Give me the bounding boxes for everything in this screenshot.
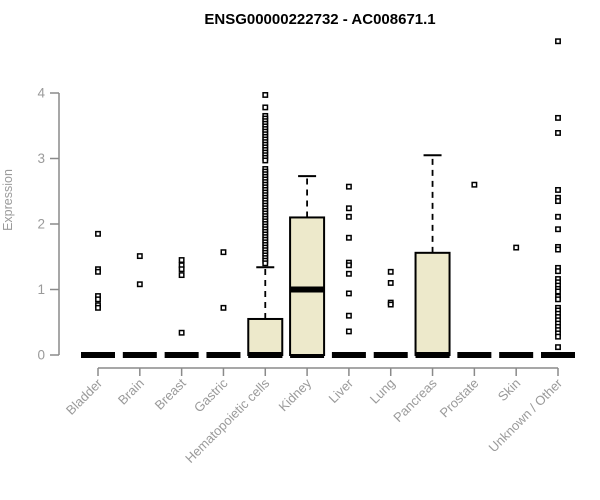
- y-tick-label: 2: [37, 217, 45, 232]
- y-tick-label: 3: [37, 151, 45, 166]
- outlier-point: [262, 92, 269, 98]
- outlier-point: [345, 262, 352, 269]
- outlier-point: [555, 288, 561, 295]
- outlier-point: [262, 104, 269, 111]
- outlier-point: [95, 304, 101, 311]
- box: [289, 216, 326, 356]
- outlier-point: [555, 186, 561, 193]
- median-line: [415, 352, 450, 358]
- zero-median-bar: [81, 352, 115, 358]
- outlier-point: [513, 244, 520, 251]
- outlier-point: [136, 253, 143, 260]
- zero-median-bar: [206, 352, 241, 358]
- zero-median-bar: [164, 352, 199, 358]
- x-category-label: Lung: [367, 376, 398, 407]
- outlier-point: [555, 344, 561, 351]
- x-category-label: Unknown / Other: [486, 375, 566, 455]
- outlier-point: [345, 312, 352, 319]
- zero-median-bar: [373, 352, 408, 358]
- chart-title: ENSG00000222732 - AC008671.1: [204, 11, 436, 28]
- y-tick-label: 1: [37, 282, 45, 297]
- outlier-point: [345, 270, 352, 277]
- outlier-point: [95, 230, 101, 237]
- x-category-label: Gastric: [191, 375, 231, 415]
- outlier-point: [387, 301, 394, 308]
- outlier-point: [387, 280, 394, 286]
- y-tick-label: 0: [37, 348, 45, 363]
- zero-median-bar: [499, 352, 534, 358]
- y-tick-label: 4: [37, 86, 45, 101]
- outlier-point: [555, 246, 561, 253]
- x-category-label: Skin: [495, 376, 523, 404]
- outlier-point: [555, 114, 561, 121]
- outlier-point: [345, 328, 352, 335]
- outlier-point: [95, 268, 101, 275]
- outlier-point: [345, 205, 352, 212]
- outlier-point: [555, 268, 561, 275]
- outlier-point: [555, 226, 561, 233]
- outlier-point: [220, 304, 227, 311]
- x-category-label: Kidney: [275, 375, 314, 414]
- zero-median-bar: [541, 352, 575, 358]
- median-line: [290, 286, 325, 293]
- outlier-point: [95, 296, 101, 303]
- outlier-point: [178, 266, 185, 273]
- x-category-label: Brain: [115, 376, 147, 408]
- zero-median-bar: [457, 352, 492, 358]
- outlier-point: [178, 272, 185, 279]
- outlier-point: [555, 213, 561, 220]
- outlier-point: [555, 333, 561, 340]
- x-category-label: Breast: [152, 375, 189, 412]
- outlier-point: [178, 329, 185, 336]
- outlier-point: [387, 268, 394, 275]
- x-category-label: Liver: [325, 375, 356, 406]
- outlier-point: [345, 290, 352, 297]
- outlier-point: [136, 281, 143, 288]
- outlier-point: [555, 38, 561, 45]
- box: [247, 317, 284, 357]
- outlier-point: [345, 183, 352, 190]
- x-category-label: Prostate: [437, 376, 482, 421]
- outlier-point: [220, 249, 227, 256]
- outlier-point: [262, 260, 269, 267]
- outlier-point: [555, 130, 561, 136]
- box: [414, 251, 451, 357]
- zero-median-bar: [331, 352, 366, 358]
- zero-median-bar: [122, 352, 157, 358]
- outlier-point: [345, 213, 352, 220]
- median-line: [248, 352, 283, 358]
- outlier-point: [471, 181, 478, 188]
- outlier-point: [262, 157, 269, 164]
- x-category-label: Pancreas: [390, 375, 440, 425]
- outlier-point: [345, 234, 352, 241]
- outlier-point: [555, 198, 561, 205]
- outlier-point: [555, 296, 561, 303]
- x-category-label: Bladder: [63, 375, 106, 418]
- outlier-point: [178, 257, 185, 263]
